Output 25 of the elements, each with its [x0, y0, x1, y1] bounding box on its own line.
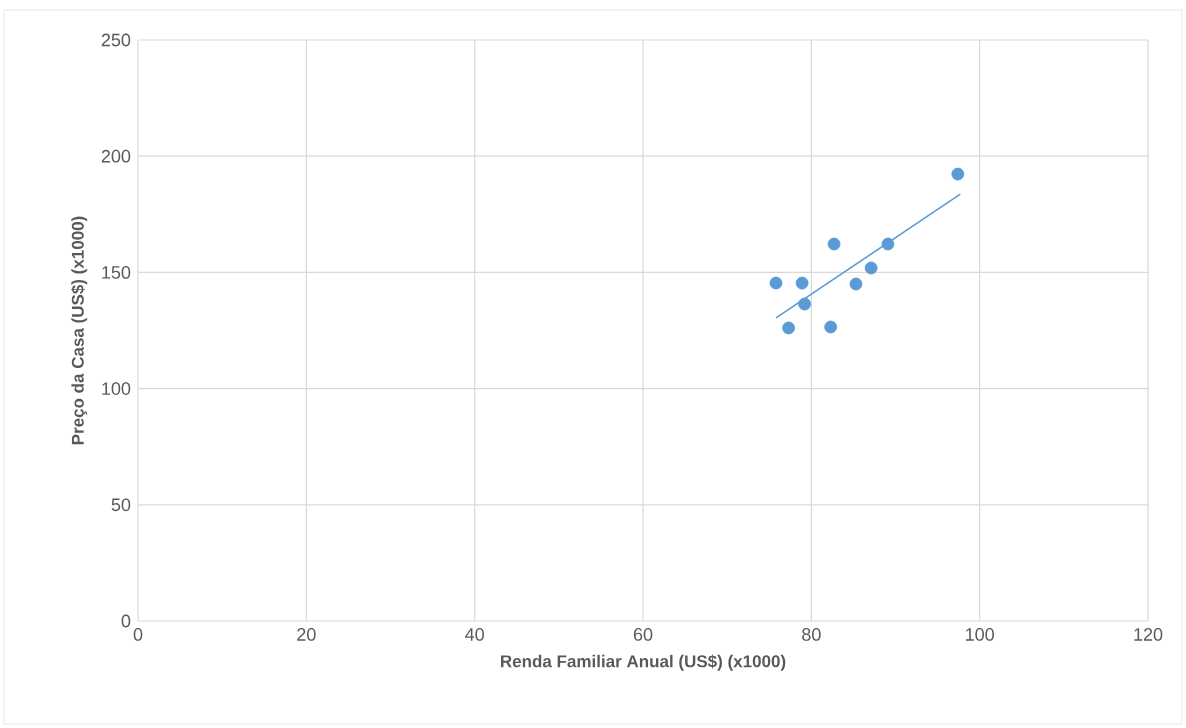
- y-axis-title: Preço da Casa (US$) (x1000): [71, 216, 88, 445]
- x-tick-label: 120: [1134, 628, 1163, 641]
- point: [827, 237, 841, 251]
- point: [769, 276, 783, 290]
- x-tick-label: 0: [133, 628, 143, 641]
- x-tick-label: 40: [465, 628, 484, 641]
- point: [849, 277, 863, 291]
- y-tick-label: 100: [102, 382, 131, 395]
- y-tick-label: 50: [111, 498, 131, 512]
- x-tick-label: 100: [966, 628, 994, 641]
- x-tick-label: 60: [633, 628, 653, 641]
- x-tick-label: 20: [297, 628, 316, 641]
- x-tick-label: 80: [802, 628, 821, 641]
- point: [782, 321, 796, 335]
- y-tick-label: 0: [121, 614, 131, 628]
- point: [881, 237, 895, 251]
- point: [824, 320, 838, 334]
- y-tick-label: 250: [101, 33, 131, 47]
- point: [798, 297, 812, 311]
- y-tick-label: 150: [102, 266, 131, 279]
- x-axis-title: Renda Familiar Anual (US$) (x1000): [501, 654, 786, 671]
- point: [795, 276, 809, 290]
- point: [951, 167, 965, 181]
- point: [864, 261, 878, 275]
- y-tick-label: 200: [101, 149, 131, 163]
